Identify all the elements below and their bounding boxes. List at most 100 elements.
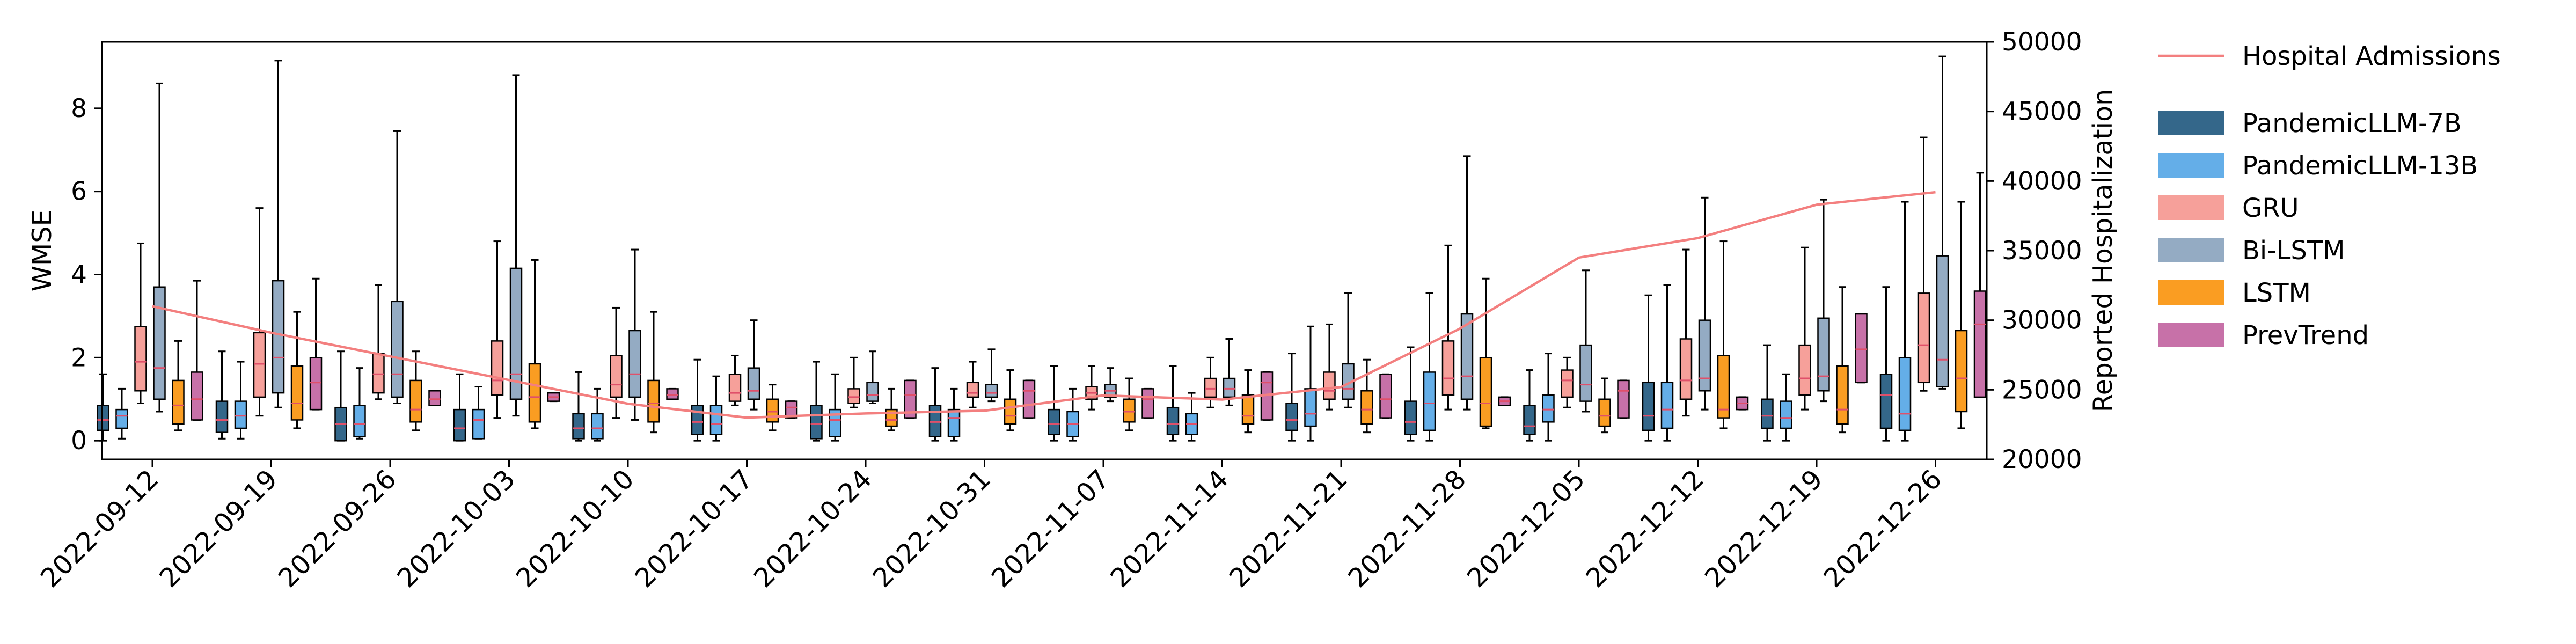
x-tick-label: 2022-11-28 [1342,464,1472,594]
y2-tick-label: 25000 [2002,375,2082,405]
box-LSTM-2022-10-10 [647,311,660,434]
box-Bi-LSTM-2022-12-19 [1817,199,1830,402]
legend-swatch [2158,323,2224,347]
y-right-axis: 20000 25000 30000 35000 40000 45000 50000 [1987,27,2082,474]
box-PandemicLLM-13B-2022-12-05 [1542,353,1555,442]
box-Bi-LSTM-2022-11-14 [1223,338,1236,406]
box-body [372,353,385,394]
y2-tick-label: 20000 [2002,445,2082,474]
box-Bi-LSTM-2022-10-24 [866,350,879,404]
box-PrevTrend-2022-10-31 [1022,379,1036,419]
box-GRU-2022-10-24 [847,356,860,408]
box-PandemicLLM-13B-2022-12-12 [1660,284,1674,442]
box-body [309,357,323,411]
box-body [1022,379,1036,419]
box-body [1460,313,1474,400]
x-tick-label: 2022-10-03 [391,464,521,594]
y-tick-label: 8 [71,94,87,123]
box-PrevTrend-2022-11-28 [1498,396,1511,406]
legend-item-hospital-admissions: Hospital Admissions [2158,41,2501,71]
box-body [966,382,979,398]
box-GRU-2022-10-17 [728,354,742,406]
box-PandemicLLM-7B-2022-10-03 [453,373,466,442]
box-body [1561,369,1574,398]
box-body [1479,357,1492,427]
box-GRU-2022-12-05 [1561,356,1574,408]
box-LSTM-2022-10-17 [766,384,779,431]
y-left-axis: 0 2 4 6 8 [71,94,102,456]
box-body [1404,400,1417,435]
box-PandemicLLM-7B-2022-09-19 [215,350,229,440]
legend-item-LSTM: LSTM [2158,278,2311,308]
hospital-admissions-line [152,191,1936,419]
box-LSTM-2022-12-05 [1598,377,1611,434]
legend-swatch [2158,153,2224,178]
box-GRU-2022-11-21 [1323,323,1336,411]
box-Bi-LSTM-2022-09-19 [272,60,285,408]
box-GRU-2022-10-31 [966,361,979,408]
box-body [1542,394,1555,423]
box-body [928,405,942,437]
box-PandemicLLM-13B-2022-10-03 [472,386,485,440]
box-body [691,405,704,435]
x-axis: 2022-09-122022-09-192022-09-262022-10-03… [35,459,1948,594]
box-Bi-LSTM-2022-12-26 [1936,55,1949,390]
legend-item-PandemicLLM-7B: PandemicLLM-7B [2158,108,2462,138]
y-tick-label: 6 [71,177,87,207]
box-Bi-LSTM-2022-12-12 [1698,196,1711,411]
box-body [1660,382,1674,429]
y2-tick-label: 35000 [2002,236,2082,266]
box-PandemicLLM-7B-2022-10-17 [691,358,704,442]
y2-tick-label: 40000 [2002,166,2082,196]
box-PrevTrend-2022-11-07 [1141,387,1154,419]
box-body [409,379,422,423]
legend-item-Bi-LSTM: Bi-LSTM [2158,236,2345,266]
legend-item-PandemicLLM-13B: PandemicLLM-13B [2158,151,2478,181]
box-body [847,388,860,404]
x-tick-label: 2022-10-17 [629,464,759,594]
box-PandemicLLM-7B-2022-12-19 [1761,344,1774,442]
y-axis-label-right: Reported Hospitalization [2088,89,2118,412]
box-Bi-LSTM-2022-10-17 [747,319,760,411]
box-body [1004,398,1017,425]
box-PandemicLLM-13B-2022-10-10 [591,387,604,442]
box-body [234,400,247,429]
box-PrevTrend-2022-09-26 [428,390,441,406]
box-body [1379,374,1392,419]
box-PrevTrend-2022-10-17 [785,400,798,419]
box-body [1836,365,1849,425]
boxes-layer [97,55,1987,442]
box-body [97,405,109,431]
legend-label: PandemicLLM-13B [2242,151,2478,181]
box-body [1955,330,1968,413]
box-PrevTrend-2022-12-12 [1736,396,1749,411]
box-body [785,400,798,419]
legend-label: GRU [2242,193,2299,223]
box-body [1879,374,1893,429]
box-GRU-2022-09-19 [253,207,266,417]
box-PrevTrend-2022-12-26 [1973,172,1987,398]
box-body [1817,317,1830,392]
box-LSTM-2022-11-14 [1241,369,1255,434]
box-GRU-2022-12-26 [1917,136,1930,392]
box-PandemicLLM-7B-2022-09-26 [334,350,347,442]
box-LSTM-2022-09-12 [172,340,185,431]
box-LSTM-2022-10-31 [1004,369,1017,431]
box-LSTM-2022-10-24 [885,387,898,431]
box-body [1617,379,1630,419]
box-PandemicLLM-13B-2022-11-21 [1304,325,1317,442]
box-body [1898,357,1912,431]
box-body [509,267,523,400]
box-body [728,374,742,402]
box-LSTM-2022-11-28 [1479,277,1492,429]
box-body [1204,377,1217,398]
box-body [528,363,541,423]
x-tick-label: 2022-12-05 [1461,464,1591,594]
legend: Hospital Admissions PandemicLLM-7B Pandemi… [2158,41,2501,350]
box-body [1441,340,1455,396]
legend-label: Bi-LSTM [2242,236,2345,266]
x-tick-label: 2022-09-26 [273,464,402,594]
box-body [491,340,504,396]
box-body [1761,398,1774,429]
box-GRU-2022-11-28 [1441,244,1455,411]
